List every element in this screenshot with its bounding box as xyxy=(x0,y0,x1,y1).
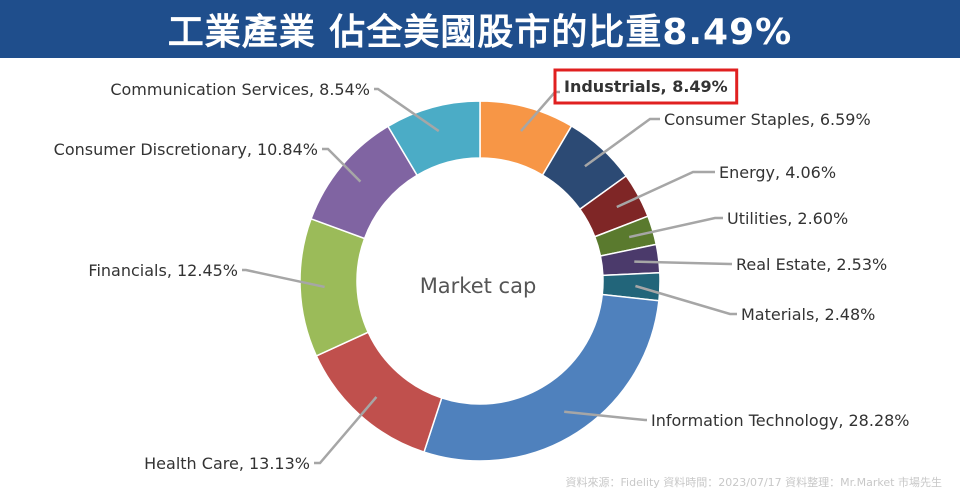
center-label: Market cap xyxy=(420,274,537,298)
label-materials: Materials, 2.48% xyxy=(741,305,875,324)
label-communication-services: Communication Services, 8.54% xyxy=(110,80,370,99)
leader-real-estate xyxy=(634,260,732,266)
label-information-technology: Information Technology, 28.28% xyxy=(651,411,910,430)
donut-slices xyxy=(299,100,661,462)
leader-utilities xyxy=(628,216,723,239)
label-health-care: Health Care, 13.13% xyxy=(144,454,310,473)
leader-materials xyxy=(635,284,737,316)
leader-financials xyxy=(242,268,325,289)
slice-information-technology xyxy=(423,293,660,462)
source-note: 資料來源：Fidelity 資料時間：2023/07/17 資料整理：Mr.Ma… xyxy=(566,475,942,489)
label-real-estate: Real Estate, 2.53% xyxy=(736,255,887,274)
slice-labels: Industrials, 8.49% Consumer Staples, 6.59… xyxy=(54,68,910,473)
slice-communication-services xyxy=(386,100,481,177)
leader-consumer-discretionary xyxy=(322,147,362,183)
leader-energy xyxy=(616,170,715,209)
leader-consumer-staples xyxy=(584,117,660,168)
leader-health-care xyxy=(314,396,378,465)
leader-communication-services xyxy=(374,87,440,133)
label-consumer-staples: Consumer Staples, 6.59% xyxy=(664,110,871,129)
leader-information-technology xyxy=(564,410,647,422)
slice-health-care xyxy=(315,331,443,454)
label-consumer-discretionary: Consumer Discretionary, 10.84% xyxy=(54,140,318,159)
label-industrials: Industrials, 8.49% xyxy=(564,77,728,96)
label-financials: Financials, 12.45% xyxy=(88,261,238,280)
label-energy: Energy, 4.06% xyxy=(719,163,836,182)
leader-lines xyxy=(242,87,737,465)
slice-financials xyxy=(299,217,370,357)
title-banner: 工業產業 佔全美國股市的比重8.49% xyxy=(0,0,960,58)
highlight-box xyxy=(553,68,739,105)
label-utilities: Utilities, 2.60% xyxy=(727,209,848,228)
chart-title: 工業產業 佔全美國股市的比重8.49% xyxy=(167,12,793,53)
